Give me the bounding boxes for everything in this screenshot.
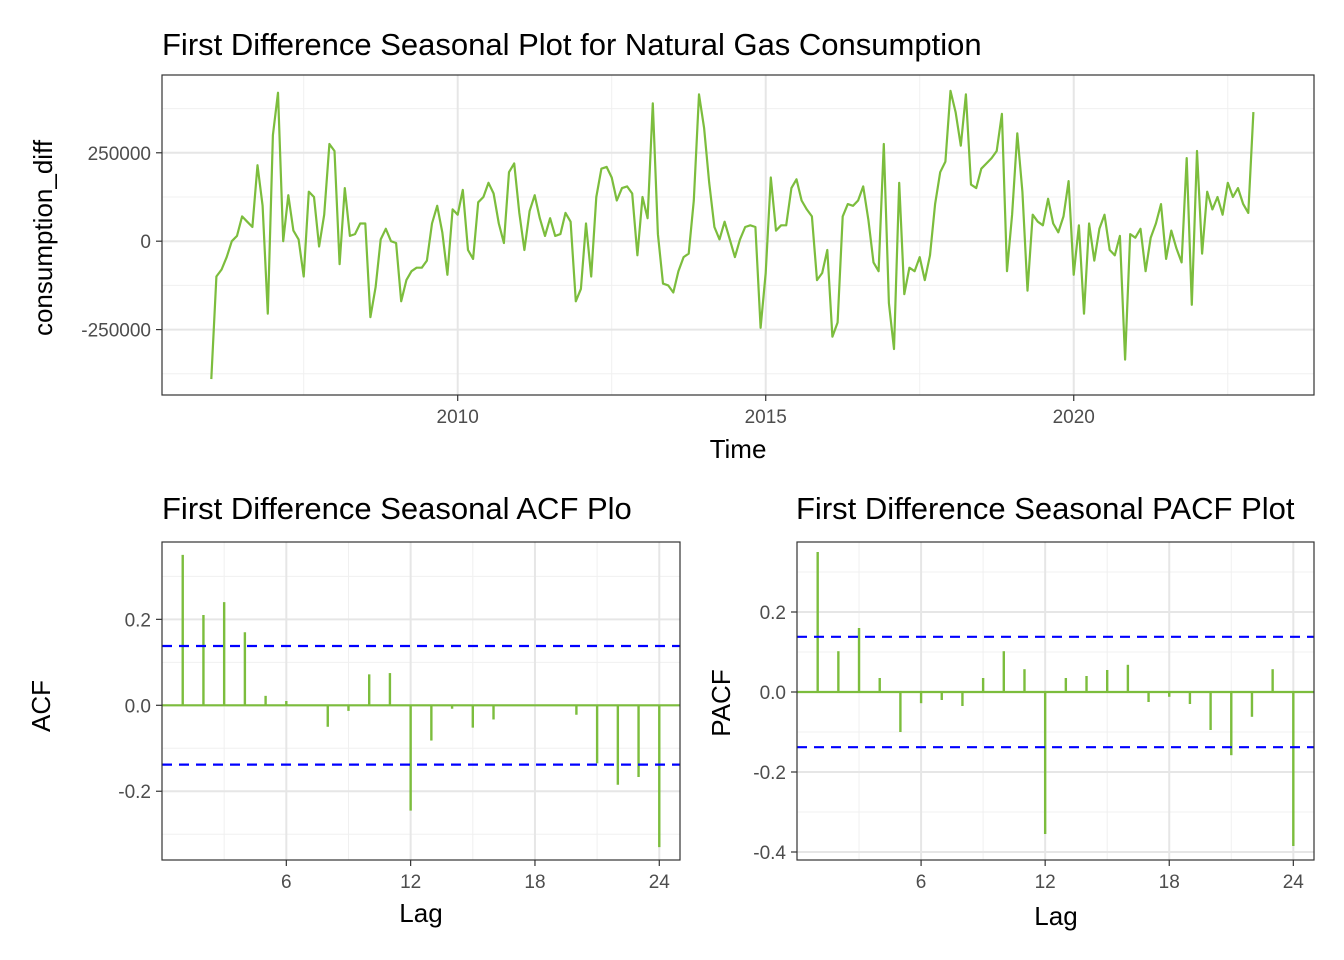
acf-title-clip: First Difference Seasonal ACF Plo: [162, 491, 632, 526]
gridlines: [162, 75, 1314, 395]
y-tick-label: -0.2: [753, 763, 786, 784]
y-tick-label: -0.2: [118, 782, 151, 803]
pacf-title: First Difference Seasonal PACF Plot: [796, 491, 1295, 526]
y-tick-label: 0: [140, 232, 151, 253]
x-tick-label: 24: [1283, 872, 1305, 893]
pacf-panel: First Difference Seasonal PACF Plot PACF…: [706, 491, 1315, 931]
acf-panel: First Difference Seasonal ACF Plo ACF La…: [26, 491, 681, 928]
pacf-y-axis-title: PACF: [706, 669, 736, 736]
bars: [816, 552, 1295, 846]
y-tick-label: 0.2: [760, 603, 786, 624]
panel-border: [796, 541, 1315, 861]
x-tick-label: 12: [400, 872, 421, 893]
x-tick-label: 12: [1035, 872, 1056, 893]
chart-title: First Difference Seasonal Plot for Natur…: [162, 27, 982, 62]
series-line: [210, 89, 1255, 380]
axes: 2010 2015 2020 250000 0 -250000: [81, 144, 1095, 428]
panel-border: [161, 74, 1315, 396]
gridlines: [162, 542, 680, 860]
pacf-x-axis-title: Lag: [1034, 901, 1077, 931]
x-tick-label: 24: [649, 872, 671, 893]
acf-y-axis-title: ACF: [26, 680, 56, 732]
y-tick-label: 0.0: [125, 696, 151, 717]
acf-x-axis-title: Lag: [399, 898, 442, 928]
x-tick-label: 18: [1159, 872, 1180, 893]
x-tick-label: 2015: [745, 407, 787, 428]
axes: 6 12 18 24 0.2 0.0 -0.2 -0.4: [753, 603, 1304, 893]
pacf-title-clip: First Difference Seasonal PACF Plot: [796, 491, 1295, 526]
y-tick-label: -0.4: [753, 843, 786, 864]
x-tick-label: 2020: [1053, 407, 1095, 428]
bars: [181, 554, 661, 848]
y-tick-label: 250000: [88, 144, 151, 165]
acf-title: First Difference Seasonal ACF Plo: [162, 491, 632, 526]
y-tick-label: 0.2: [125, 610, 151, 631]
panel-border: [161, 541, 681, 861]
x-tick-label: 18: [524, 872, 545, 893]
y-tick-label: 0.0: [760, 683, 786, 704]
x-axis-title: Time: [710, 434, 767, 464]
x-tick-label: 2010: [437, 407, 479, 428]
x-tick-label: 6: [916, 872, 927, 893]
y-tick-label: -250000: [81, 321, 151, 342]
axes: 6 12 18 24 0.2 0.0 -0.2: [118, 610, 670, 893]
x-tick-label: 6: [281, 872, 292, 893]
y-axis-title: consumption_diff: [28, 139, 58, 336]
time-series-panel: First Difference Seasonal Plot for Natur…: [28, 27, 1315, 464]
